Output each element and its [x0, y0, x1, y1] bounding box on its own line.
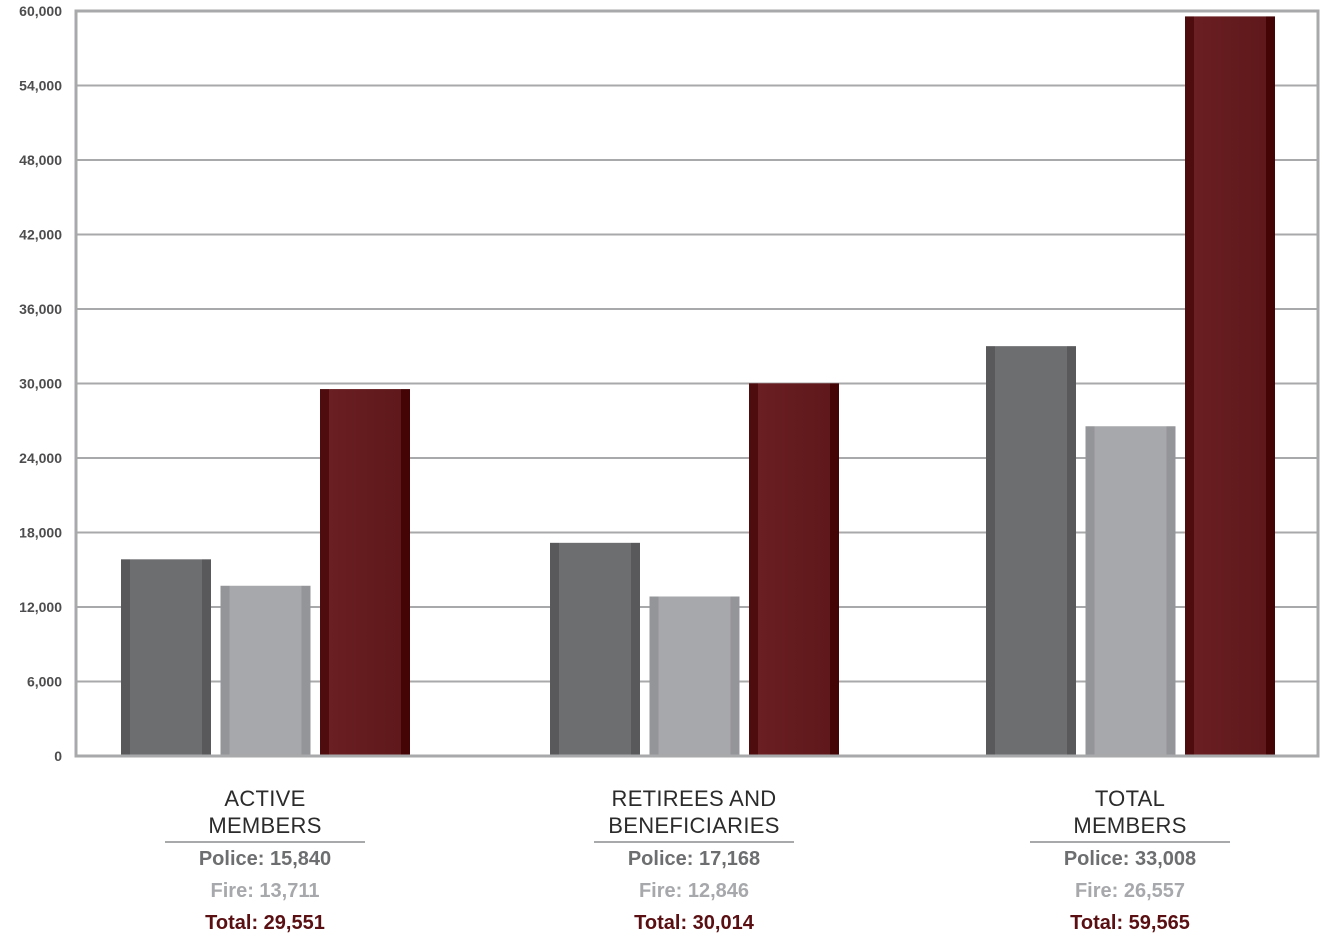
plot-frame [74, 9, 1320, 758]
y-tick-label: 24,000 [19, 450, 62, 466]
bar-fire-3 [1085, 426, 1176, 756]
y-tick-label: 36,000 [19, 301, 62, 317]
y-tick-label: 0 [54, 748, 62, 764]
y-tick-label: 12,000 [19, 599, 62, 615]
fire-value-label: Fire: 26,557 [1075, 880, 1185, 902]
y-tick-label: 60,000 [19, 3, 62, 19]
category-label: MEMBERS [208, 813, 321, 838]
bar-fire-2 [649, 596, 740, 756]
category-label: MEMBERS [1073, 813, 1186, 838]
category-label: BENEFICIARIES [608, 813, 779, 838]
y-tick-label: 48,000 [19, 152, 62, 168]
bar-fire-1 [220, 585, 311, 756]
bar-police-3 [986, 346, 1076, 756]
police-value-label: Police: 33,008 [1064, 848, 1196, 870]
fire-value-label: Fire: 12,846 [639, 880, 749, 902]
bar-total-1 [320, 389, 410, 756]
bars [121, 16, 1275, 757]
bar-police-2 [550, 542, 640, 756]
bar-total-3 [1185, 16, 1275, 757]
y-tick-label: 6,000 [27, 674, 62, 690]
y-tick-label: 30,000 [19, 376, 62, 392]
y-tick-label: 42,000 [19, 227, 62, 243]
category-label: RETIREES AND [612, 786, 777, 811]
bar-total-2 [749, 383, 839, 756]
fire-value-label: Fire: 13,711 [211, 880, 320, 902]
y-tick-label: 54,000 [19, 78, 62, 94]
police-value-label: Police: 15,840 [199, 848, 331, 870]
category-label: ACTIVE [224, 786, 305, 811]
total-value-label: Total: 29,551 [205, 912, 325, 934]
total-value-label: Total: 30,014 [634, 912, 755, 934]
bar-police-1 [121, 559, 211, 756]
category-label: TOTAL [1095, 786, 1165, 811]
police-value-label: Police: 17,168 [628, 848, 760, 870]
total-value-label: Total: 59,565 [1070, 912, 1190, 934]
y-tick-label: 18,000 [19, 525, 62, 541]
y-axis-tick-labels: 0 6,000 12,000 18,000 24,000 30,000 36,000 42,0… [19, 3, 62, 764]
